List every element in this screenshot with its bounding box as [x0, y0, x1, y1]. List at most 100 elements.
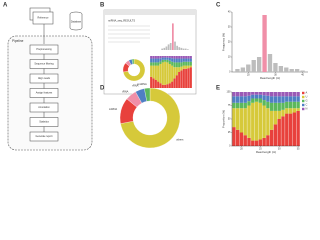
bar-segment	[232, 102, 236, 109]
donut-slice	[123, 58, 146, 82]
bar-segment	[159, 56, 162, 59]
bar-segment	[247, 105, 251, 138]
bar-segment	[258, 98, 263, 103]
y-axis-label: Frequency (%)	[222, 33, 226, 51]
x-tick-label: 30	[278, 148, 281, 151]
step-label: Generate report	[36, 135, 53, 138]
legend-swatch	[302, 103, 305, 107]
bar-segment	[258, 92, 263, 95]
bar-segment	[247, 137, 251, 146]
bar	[256, 57, 262, 72]
bar-segment	[171, 61, 174, 66]
bar-segment	[168, 83, 171, 88]
bar	[169, 43, 172, 50]
x-tick-label: 35	[297, 148, 300, 151]
bar-segment	[239, 102, 244, 109]
bar-segment	[150, 58, 153, 63]
x-tick-label: 25	[259, 148, 262, 151]
bar-segment	[189, 65, 192, 68]
input-box	[32, 11, 54, 25]
bar-segment	[157, 62, 160, 66]
bar-segment	[254, 92, 259, 95]
bar-segment	[243, 102, 247, 109]
bar-segment	[251, 98, 255, 103]
bar-segment	[178, 62, 181, 68]
bar-segment	[277, 110, 281, 119]
bar	[246, 64, 251, 72]
bar-segment	[262, 92, 266, 96]
bar-segment	[185, 61, 188, 66]
bar	[262, 15, 267, 72]
step-label: Align reads	[38, 77, 51, 80]
bar-segment	[154, 62, 157, 66]
bar-segment	[292, 92, 297, 97]
x-axis-label: Read length (nt)	[256, 150, 276, 154]
bar-segment	[161, 56, 164, 58]
bar	[165, 46, 168, 50]
bar-segment	[180, 62, 183, 67]
bar-segment	[159, 64, 162, 84]
bar-segment	[258, 139, 263, 146]
bar-segment	[232, 96, 236, 103]
bar-segment	[277, 102, 281, 111]
bar-segment	[239, 96, 244, 103]
database-body	[69, 14, 83, 31]
bar-segment	[166, 57, 169, 60]
slice-label: miRNA	[109, 107, 117, 111]
bar-segment	[171, 65, 174, 82]
bar-segment	[269, 96, 274, 103]
bar	[184, 48, 187, 50]
bar-segment	[187, 61, 190, 66]
bar-segment	[258, 102, 263, 140]
bar-segment	[235, 96, 240, 103]
y-tick-label: 50	[228, 118, 231, 121]
bar-segment	[159, 83, 162, 88]
bar-segment	[175, 67, 178, 76]
x-tick-label: 40	[301, 74, 304, 77]
window-bar	[104, 10, 196, 15]
legend-label: U	[306, 95, 308, 99]
bar-segment	[243, 135, 247, 146]
bar-segment	[168, 56, 171, 58]
bar-segment	[173, 62, 176, 68]
bar-segment	[232, 108, 236, 128]
bar-segment	[251, 102, 255, 141]
bar	[182, 48, 185, 50]
bar-segment	[187, 65, 190, 69]
legend-swatch	[302, 107, 305, 111]
bar-segment	[288, 96, 293, 102]
bar-segment	[161, 57, 164, 60]
bar-segment	[251, 92, 255, 95]
legend-label: C	[306, 103, 308, 107]
bar	[300, 70, 305, 72]
bar-segment	[281, 102, 285, 110]
bar-segment	[266, 101, 270, 109]
bar-segment	[161, 62, 164, 85]
step-label: Preprocessing	[36, 48, 52, 51]
pipeline-label: Pipeline	[12, 39, 24, 43]
bar	[240, 67, 246, 72]
bar-segment	[180, 58, 183, 63]
bar-segment	[277, 92, 281, 97]
bar-segment	[187, 68, 190, 88]
slice-label: tRNA	[122, 89, 128, 93]
bar-segment	[273, 92, 278, 97]
bar-segment	[269, 129, 274, 146]
bar-segment	[243, 108, 247, 136]
bar	[278, 66, 284, 72]
bar-segment	[168, 57, 171, 61]
bar-segment	[266, 92, 270, 96]
bar	[178, 47, 181, 50]
bar-segment	[150, 56, 153, 59]
bar-segment	[178, 58, 181, 63]
legend-swatch	[302, 91, 305, 95]
step-label: Sequence filtering	[34, 63, 54, 66]
bar-segment	[154, 65, 157, 80]
bar-segment	[262, 100, 266, 106]
database-label: Database	[71, 21, 82, 24]
x-tick-label: 20	[247, 74, 250, 77]
bar-segment	[239, 92, 244, 97]
bar-segment	[273, 96, 278, 103]
x-axis-label: Read length (nt)	[260, 76, 280, 80]
bar-segment	[262, 105, 266, 138]
